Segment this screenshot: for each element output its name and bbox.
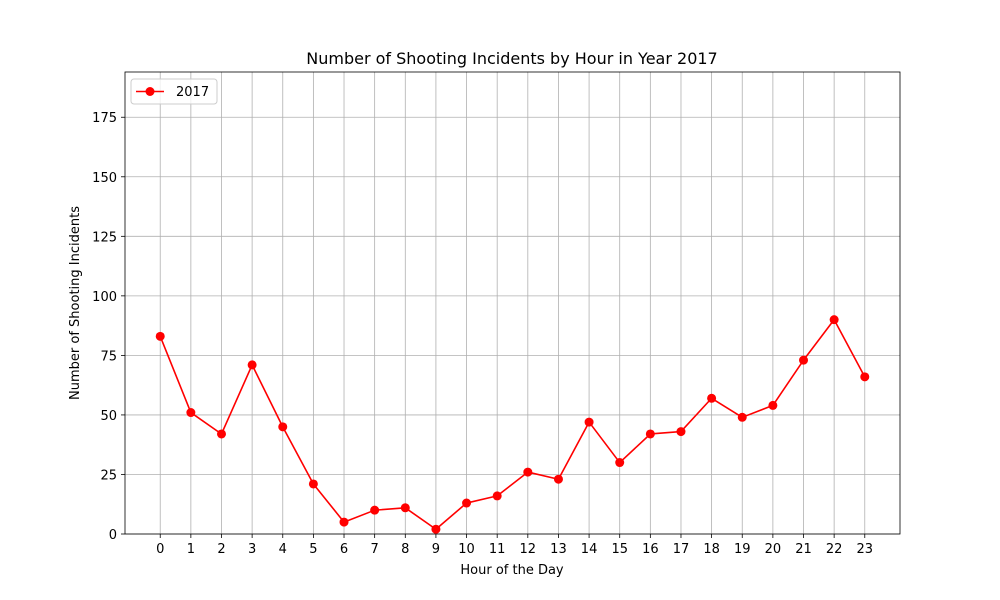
x-tick-label: 3 [248, 542, 256, 557]
data-point [860, 372, 870, 382]
y-axis-label: Number of Shooting Incidents [68, 206, 83, 400]
x-tick-label: 18 [703, 542, 720, 557]
x-tick-label: 1 [187, 542, 195, 557]
legend-marker-sample [145, 87, 155, 96]
x-tick-label: 5 [309, 542, 317, 557]
data-point [829, 315, 839, 325]
data-point [737, 412, 747, 422]
legend-label-2017: 2017 [176, 85, 209, 100]
data-point [155, 331, 165, 341]
x-tick-label: 8 [401, 542, 409, 557]
x-tick-label: 16 [642, 542, 659, 557]
x-tick-label: 19 [734, 542, 751, 557]
y-tick-label: 75 [100, 349, 117, 364]
data-point [370, 505, 380, 515]
x-tick-label: 10 [458, 542, 475, 557]
x-tick-label: 15 [611, 542, 628, 557]
data-point [278, 422, 288, 432]
chart-title: Number of Shooting Incidents by Hour in … [306, 49, 717, 68]
data-point [799, 355, 809, 365]
data-point [645, 429, 655, 439]
y-tick-label: 125 [92, 230, 117, 245]
data-point [339, 517, 349, 527]
x-tick-label: 0 [156, 542, 164, 557]
axes [121, 71, 901, 538]
x-tick-label: 14 [581, 542, 598, 557]
y-tick-label: 0 [109, 528, 117, 543]
tick-labels: 0 1 2 3 4 5 6 7 8 9 10 11 12 13 14 15 16 17 18 19 20 21 22 2302… [92, 111, 873, 557]
data-point [768, 400, 778, 410]
x-tick-label: 21 [795, 542, 812, 557]
x-tick-label: 4 [279, 542, 287, 557]
data-point [676, 427, 686, 437]
data-point [186, 408, 196, 418]
x-tick-label: 6 [340, 542, 348, 557]
data-point [308, 479, 318, 489]
x-tick-label: 12 [520, 542, 537, 557]
x-tick-label: 2 [217, 542, 225, 557]
data-point [553, 474, 563, 484]
y-tick-label: 100 [92, 290, 117, 305]
x-tick-label: 20 [765, 542, 782, 557]
x-tick-label: 22 [826, 542, 843, 557]
series-line-2017 [159, 318, 866, 531]
y-tick-label: 175 [92, 111, 117, 126]
x-tick-label: 13 [550, 542, 567, 557]
data-point [462, 498, 472, 508]
y-tick-label: 150 [92, 171, 117, 186]
x-tick-label: 11 [489, 542, 506, 557]
x-tick-label: 23 [856, 542, 873, 557]
data-point [584, 417, 594, 427]
data-point [247, 360, 257, 370]
x-tick-label: 7 [371, 542, 379, 557]
x-tick-label: 17 [673, 542, 690, 557]
x-tick-label: 9 [432, 542, 440, 557]
y-tick-label: 50 [100, 409, 117, 424]
legend: 2017 [130, 78, 218, 105]
x-axis-label: Hour of the Day [460, 563, 564, 578]
data-point [615, 458, 625, 468]
y-tick-label: 25 [100, 468, 117, 483]
grid [125, 72, 900, 535]
series-group [155, 315, 870, 534]
data-point [707, 393, 717, 403]
data-point [216, 429, 226, 439]
data-point [431, 524, 441, 534]
data-point [492, 491, 502, 501]
data-point [400, 503, 410, 513]
plot-frame [124, 71, 901, 535]
legend-frame [130, 78, 218, 105]
data-point [523, 467, 533, 477]
